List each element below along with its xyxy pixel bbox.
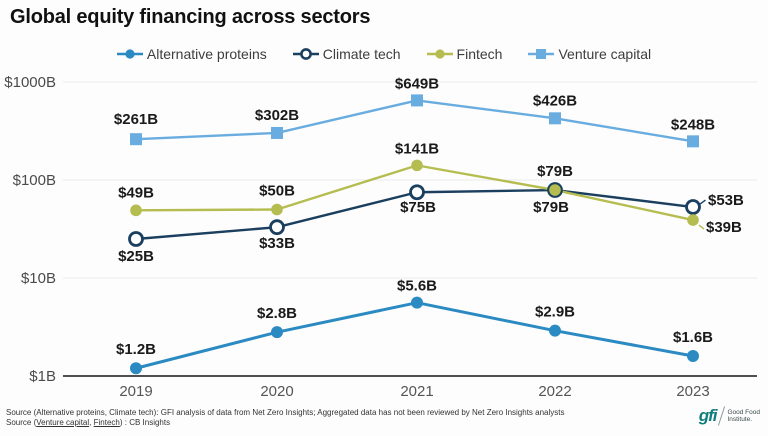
x-tick-2020: 2020 xyxy=(260,383,293,400)
source-text-0: Source ( xyxy=(6,418,37,427)
chart-legend: Alternative proteins Climate tech Fintech V… xyxy=(0,44,768,64)
x-tick-2022: 2022 xyxy=(538,383,571,400)
marker-alternative-proteins-2021 xyxy=(411,296,423,309)
climate-tech-legend-icon xyxy=(292,48,319,60)
source-line-2: Source (Venture capital, Fintech) : CB I… xyxy=(6,418,606,428)
y-tick-$1B: $1B xyxy=(29,368,56,385)
legend-item-alternative-proteins: Alternative proteins xyxy=(116,46,267,62)
marker-venture-capital-2019 xyxy=(130,133,142,146)
leader-fintech-2023 xyxy=(698,224,705,230)
marker-climate-tech-2019 xyxy=(128,231,144,247)
data-label-fintech-2019: $49B xyxy=(118,184,154,201)
marker-fintech-2023 xyxy=(687,214,699,226)
source-text-4: ) : CB Insights xyxy=(119,418,171,427)
marker-fintech-2020 xyxy=(271,203,283,216)
marker-venture-capital-2023 xyxy=(687,135,699,148)
marker-fintech-2019 xyxy=(130,204,142,217)
gfi-logo-mark: gfi xyxy=(698,406,718,425)
marker-venture-capital-2022 xyxy=(549,112,561,125)
data-label-alternative-proteins-2021: $5.6B xyxy=(397,278,437,295)
marker-fintech-2022 xyxy=(549,184,561,196)
gfi-logo: gfi Good Food Institute. xyxy=(699,406,760,426)
source-line-1: Source (Alternative proteins, Climate te… xyxy=(6,408,565,417)
series-line-alternative-proteins xyxy=(134,301,695,370)
legend-item-fintech: Fintech xyxy=(426,46,503,62)
marker-alternative-proteins-2019 xyxy=(130,362,142,375)
data-label-alternative-proteins-2022: $2.9B xyxy=(535,304,575,321)
chart-title: Global equity financing across sectors xyxy=(10,6,371,28)
legend-item-venture-capital: Venture capital xyxy=(528,46,651,62)
fintech-legend-icon xyxy=(426,49,453,59)
y-tick-$100B: $100B xyxy=(13,172,56,189)
x-tick-2021: 2021 xyxy=(400,383,433,400)
marker-alternative-proteins-2020 xyxy=(271,326,283,339)
data-label-climate-tech-2019: $25B xyxy=(118,248,154,265)
marker-venture-capital-2020 xyxy=(271,126,283,139)
data-label-alternative-proteins-2019: $1.2B xyxy=(116,341,156,358)
data-label-fintech-2023: $39B xyxy=(706,219,742,236)
gfi-logo-divider xyxy=(718,406,726,426)
marker-climate-tech-2023 xyxy=(685,199,701,215)
legend-label-alternative-proteins: Alternative proteins xyxy=(146,46,267,62)
data-label-climate-tech-2020: $33B xyxy=(259,235,295,252)
y-tick-$1000B: $1000B xyxy=(4,74,56,91)
source-link-venture-capital[interactable]: Venture capital xyxy=(36,418,90,427)
marker-alternative-proteins-2023 xyxy=(687,349,699,362)
alternative-proteins-legend-icon xyxy=(116,49,143,59)
data-label-venture-capital-2023: $248B xyxy=(671,116,715,133)
data-label-venture-capital-2022: $426B xyxy=(533,92,577,109)
source-link-fintech[interactable]: Fintech xyxy=(93,418,120,427)
marker-alternative-proteins-2022 xyxy=(549,324,561,337)
data-label-alternative-proteins-2020: $2.8B xyxy=(257,305,297,322)
marker-climate-tech-2020 xyxy=(269,219,285,236)
leader-climate-tech-2023 xyxy=(699,199,706,205)
x-tick-2023: 2023 xyxy=(676,383,709,400)
source-text-2: , xyxy=(89,418,94,427)
data-label-climate-tech-2023: $53B xyxy=(708,192,744,209)
x-tick-2019: 2019 xyxy=(119,383,152,400)
data-label-climate-tech-2022: $79B xyxy=(533,199,569,216)
data-label-fintech-2021: $141B xyxy=(395,140,439,157)
data-label-venture-capital-2020: $302B xyxy=(255,107,299,124)
legend-label-climate-tech: Climate tech xyxy=(322,46,401,62)
marker-fintech-2021 xyxy=(411,159,423,172)
source-notes: Source (Alternative proteins, Climate te… xyxy=(6,408,606,428)
data-label-fintech-2020: $50B xyxy=(259,183,295,200)
y-tick-$10B: $10B xyxy=(21,270,56,287)
series-line-venture-capital xyxy=(134,99,695,143)
data-label-alternative-proteins-2023: $1.6B xyxy=(673,329,713,346)
legend-item-climate-tech: Climate tech xyxy=(292,46,401,62)
gfi-logo-name: Good Food Institute. xyxy=(727,408,760,424)
marker-venture-capital-2021 xyxy=(411,94,423,107)
venture-capital-legend-icon xyxy=(528,49,555,59)
data-label-venture-capital-2021: $649B xyxy=(395,75,439,92)
marker-climate-tech-2021 xyxy=(409,184,425,201)
data-label-venture-capital-2019: $261B xyxy=(114,111,158,128)
data-label-climate-tech-2021: $75B xyxy=(400,199,436,216)
legend-label-venture-capital: Venture capital xyxy=(558,46,652,62)
legend-label-fintech: Fintech xyxy=(456,46,503,62)
data-label-fintech-2022: $79B xyxy=(537,163,573,180)
